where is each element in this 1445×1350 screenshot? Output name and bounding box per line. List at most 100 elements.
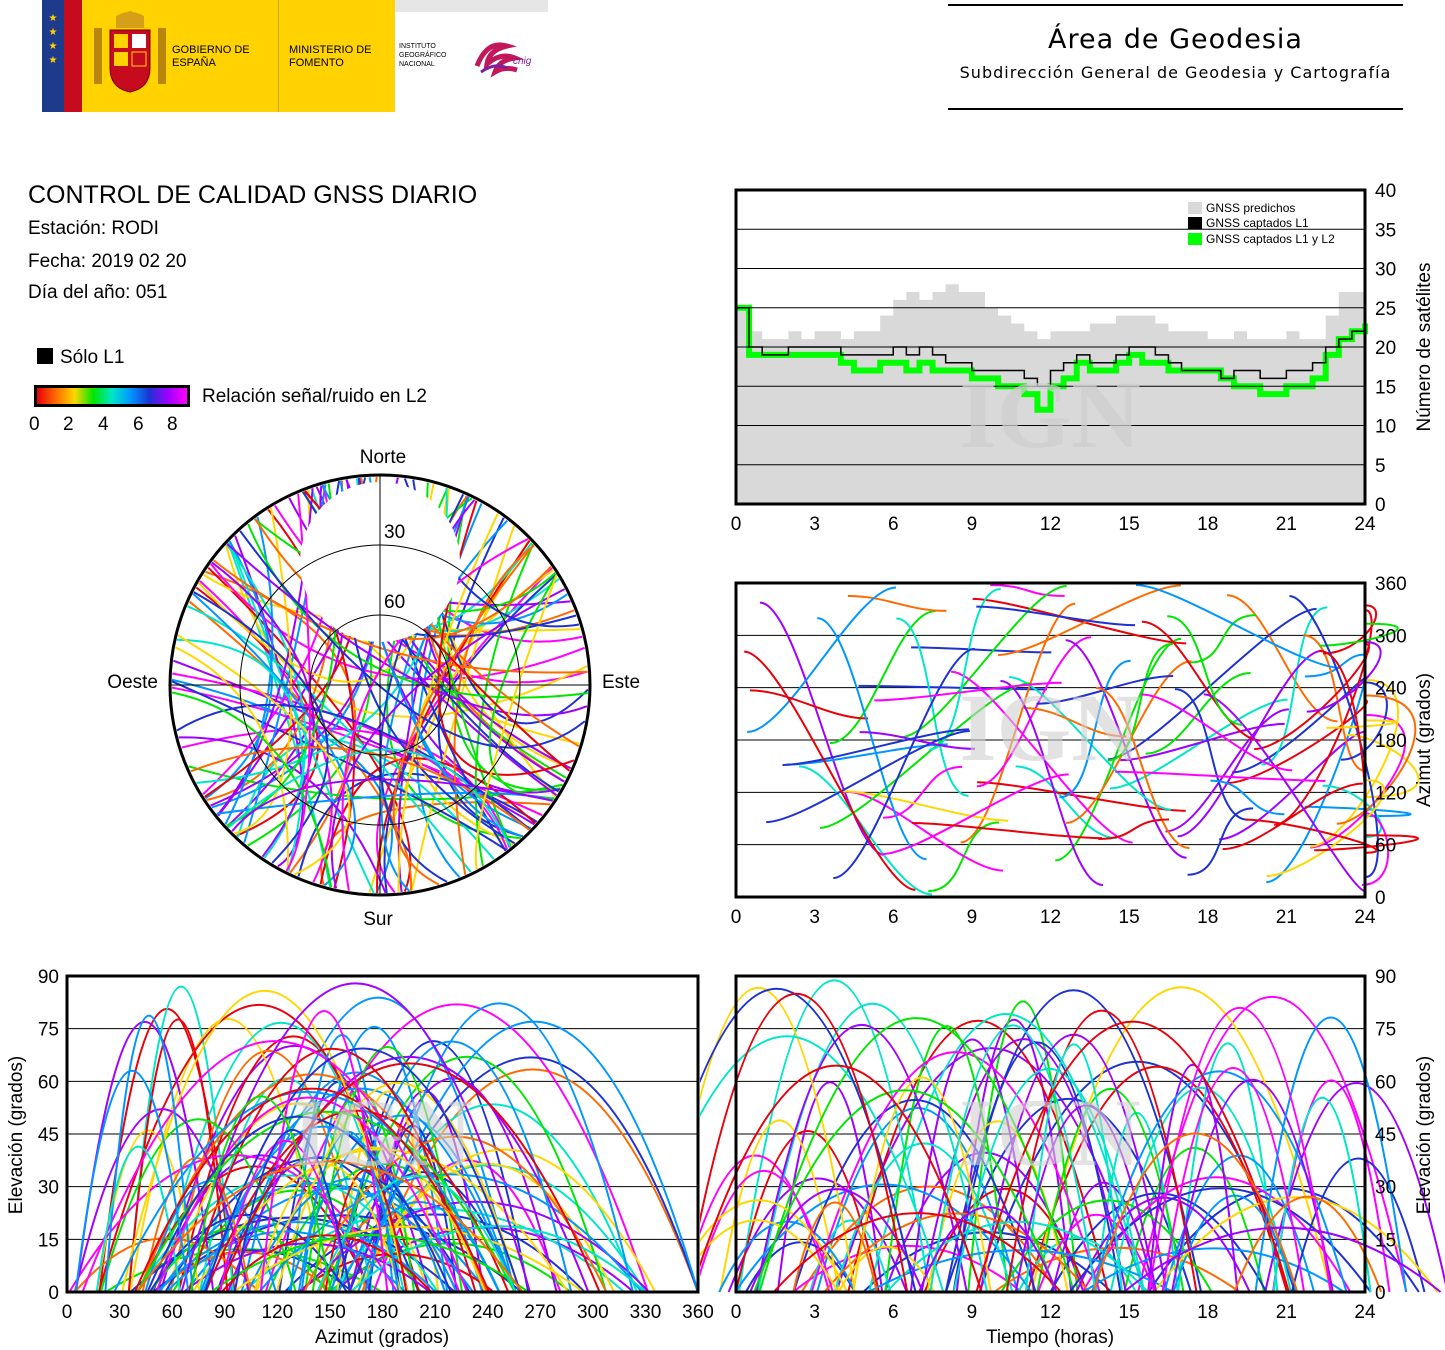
- satellite-track: [1303, 634, 1366, 772]
- satellite-track: [1187, 807, 1254, 876]
- station-label: Estación: RODI: [28, 218, 159, 239]
- satellite-track: [874, 681, 1062, 702]
- satellite-track: [210, 1234, 530, 1293]
- skyplot-track: [171, 691, 333, 888]
- elev-azimuth-ytick-label: 45: [38, 1125, 59, 1146]
- satellites-ytick-label: 25: [1375, 299, 1396, 320]
- satellite-track: [837, 1245, 936, 1293]
- satellites-legend: GNSS predichos GNSS captados L1 GNSS cap…: [1188, 201, 1335, 246]
- skyplot-track: [411, 519, 532, 830]
- satellite-track: [852, 1076, 992, 1293]
- satellite-track: [1361, 812, 1390, 886]
- satellite-track: [1306, 641, 1382, 713]
- satellite-track: [758, 1017, 1075, 1293]
- legend-predicted-swatch: [1188, 202, 1202, 214]
- satellite-track: [226, 1056, 590, 1293]
- satellite-track: [1233, 1195, 1383, 1293]
- ign-label: INSTITUTO GEOGRÁFICO NACIONAL: [399, 43, 447, 68]
- skyplot-track: [177, 634, 351, 876]
- elev-azimuth-chart: IGN 0 15 30 45 60 75 90 0 30 60 90 120 150 180 210 240 2…: [6, 967, 714, 1348]
- satellite-track: [1014, 1104, 1158, 1293]
- elev-time-traces: [700, 979, 1445, 1293]
- satellite-track: [74, 1069, 190, 1293]
- elev-time-watermark: IGN: [959, 1079, 1140, 1186]
- satellite-track: [352, 1148, 657, 1293]
- satellite-track: [1222, 782, 1363, 851]
- skyplot-track: [193, 591, 329, 864]
- azimuth-time-ytick-label: 240: [1375, 679, 1407, 700]
- satellite-track: [364, 1002, 634, 1293]
- satellite-track: [1109, 1087, 1292, 1293]
- satellite-track: [1165, 708, 1289, 833]
- satellite-track: [859, 731, 975, 750]
- satellites-xtick-label: 12: [1040, 514, 1061, 535]
- satellite-track: [960, 602, 1076, 844]
- satellite-track: [191, 1148, 569, 1293]
- elev-azimuth-frame: [65, 974, 700, 1294]
- legend-l1l2-swatch: [1188, 233, 1202, 245]
- satellite-track: [1310, 678, 1399, 848]
- satellites-ticks: 0 5 10 15 20 25 30 35 40 0 3 6 9 12 15 18 21 24: [731, 181, 1396, 535]
- satellite-track: [1170, 1078, 1334, 1293]
- azimuth-time-ytick-label: 120: [1375, 783, 1407, 804]
- satellite-track: [1323, 604, 1378, 655]
- elev-time-ytick-label: 15: [1375, 1230, 1396, 1251]
- legend-l1l2-label: GNSS captados L1 y L2: [1206, 232, 1335, 246]
- elev-time-frame: [734, 974, 1367, 1294]
- azimuth-time-watermark: IGN: [959, 674, 1140, 781]
- satellite-track: [1189, 614, 1256, 664]
- skyplot-track: [187, 605, 472, 873]
- satellite-track: [1092, 1132, 1299, 1293]
- satellite-track: [738, 979, 931, 1293]
- elev-time-xtick-label: 12: [1040, 1302, 1061, 1323]
- satellite-track: [104, 1014, 194, 1293]
- skyplot-track: [376, 539, 531, 894]
- satellites-ytick-label: 10: [1375, 417, 1396, 438]
- elev-azimuth-ytick-label: 75: [38, 1020, 59, 1041]
- satellite-track: [1000, 680, 1104, 887]
- satellites-xtick-label: 15: [1119, 514, 1140, 535]
- elev-time-xtick-label: 0: [731, 1302, 742, 1323]
- satellite-track: [297, 1252, 495, 1293]
- skyplot-track: [488, 574, 558, 800]
- skyplot-track: [437, 517, 523, 838]
- satellite-track: [95, 1145, 182, 1293]
- satellite-track: [1167, 615, 1243, 726]
- satellite-track: [1266, 778, 1385, 878]
- satellites-watermark: IGN: [959, 361, 1140, 468]
- satellite-track: [918, 1206, 1058, 1293]
- elev-time-ytick-label: 30: [1375, 1178, 1396, 1199]
- satellite-track: [756, 1002, 988, 1293]
- satellite-track: [967, 1000, 1079, 1293]
- azimuth-time-xtick-label: 21: [1276, 907, 1297, 928]
- satellite-track: [800, 1185, 1058, 1293]
- azimuth-time-ytick-label: 0: [1375, 888, 1386, 909]
- coat-of-arms-icon: [94, 11, 166, 93]
- satellite-track: [327, 1055, 608, 1293]
- satellite-track: [144, 1180, 277, 1293]
- azimuth-time-xtick-label: 6: [888, 907, 899, 928]
- satellites-frame: [734, 188, 1367, 506]
- satellite-track: [700, 986, 856, 1293]
- satellite-track: [1055, 637, 1182, 862]
- area-title: Área de Geodesia: [1048, 24, 1303, 55]
- elev-time-xtick-label: 24: [1354, 1302, 1376, 1323]
- header-rule-top: [948, 4, 1403, 6]
- satellites-ytick-label: 35: [1375, 220, 1396, 241]
- azimuth-time-xtick-label: 0: [731, 907, 742, 928]
- elev-time-ytick-label: 60: [1375, 1072, 1396, 1093]
- skyplot-track: [239, 530, 586, 749]
- snr-tick-0: 0: [29, 414, 40, 435]
- snr-tick-6: 6: [133, 414, 144, 435]
- satellites-ytick-label: 40: [1375, 181, 1396, 202]
- skyplot-south-label: Sur: [363, 909, 393, 930]
- satellite-track: [155, 1096, 461, 1293]
- elev-azimuth-watermark: IGN: [291, 1079, 472, 1186]
- skyplot-track: [234, 507, 293, 835]
- ign-top-bar: [395, 0, 548, 12]
- elev-azimuth-xtick-label: 30: [109, 1302, 130, 1323]
- elev-time-xtick-label: 9: [967, 1302, 978, 1323]
- satellites-ytick-label: 15: [1375, 377, 1396, 398]
- skyplot-track: [174, 646, 289, 872]
- azimuth-time-xtick-label: 9: [967, 907, 978, 928]
